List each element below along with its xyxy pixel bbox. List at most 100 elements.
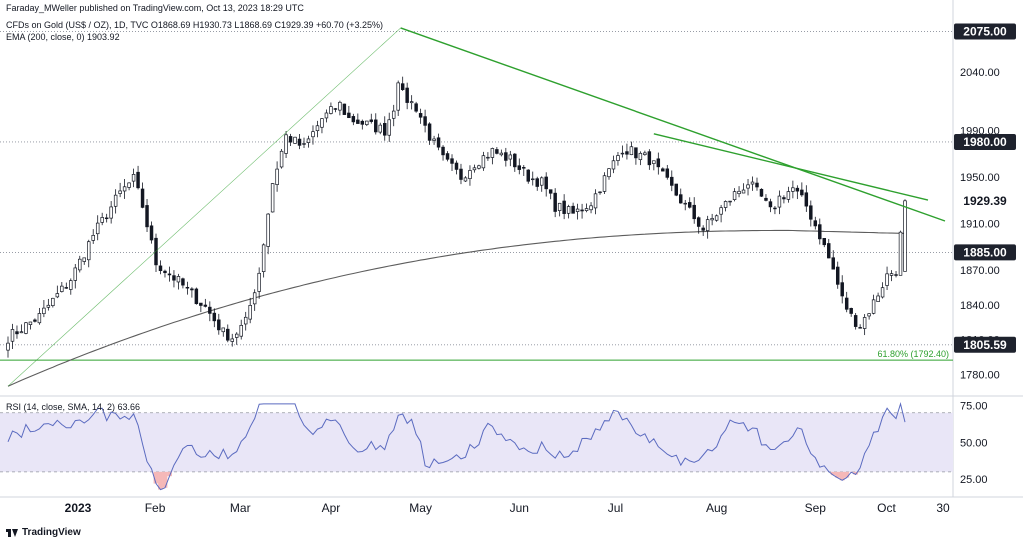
candle[interactable] (145, 198, 149, 232)
candle[interactable] (275, 161, 279, 192)
candle[interactable] (531, 171, 535, 186)
candle[interactable] (665, 164, 670, 180)
candle[interactable] (163, 269, 167, 278)
candle[interactable] (764, 194, 768, 202)
candle[interactable] (414, 101, 418, 113)
price-label[interactable]: 2075.00 (954, 23, 1016, 40)
candle[interactable] (737, 186, 741, 198)
candle[interactable] (710, 213, 714, 226)
ema-legend[interactable]: EMA (200, close, 0) 1903.92 (6, 32, 120, 42)
candle[interactable] (288, 133, 293, 147)
candle[interactable] (454, 160, 459, 175)
candle[interactable] (611, 155, 616, 174)
candle[interactable] (643, 150, 647, 156)
candle[interactable] (270, 183, 275, 213)
candle[interactable] (445, 151, 450, 162)
candle[interactable] (418, 108, 423, 124)
candle[interactable] (535, 176, 539, 191)
candle[interactable] (338, 100, 342, 116)
candle[interactable] (634, 147, 638, 165)
candle[interactable] (809, 200, 813, 227)
candle[interactable] (409, 95, 414, 110)
candle[interactable] (759, 188, 764, 197)
candle[interactable] (347, 105, 351, 119)
candle[interactable] (768, 198, 773, 213)
candle[interactable] (212, 308, 217, 328)
candle[interactable] (661, 167, 665, 172)
candle[interactable] (261, 243, 266, 278)
candle[interactable] (230, 333, 234, 347)
candle[interactable] (468, 165, 472, 186)
candle[interactable] (73, 264, 78, 289)
candle[interactable] (782, 195, 786, 204)
candle[interactable] (208, 301, 212, 322)
candle[interactable] (786, 186, 791, 203)
candle[interactable] (342, 103, 347, 115)
candle[interactable] (391, 104, 396, 127)
candle[interactable] (741, 183, 746, 194)
candle[interactable] (154, 233, 158, 272)
candle[interactable] (593, 189, 598, 215)
candle[interactable] (571, 202, 575, 214)
candle[interactable] (46, 298, 51, 311)
candle[interactable] (235, 332, 239, 345)
candle[interactable] (566, 204, 571, 219)
candle[interactable] (86, 239, 91, 268)
time-axis[interactable]: 2023 Feb Mar Apr May Jun Jul Aug Sep Oct 30 (65, 501, 950, 515)
candle[interactable] (24, 322, 28, 335)
candle[interactable] (732, 188, 737, 202)
candle[interactable] (190, 287, 194, 298)
candle[interactable] (652, 160, 656, 171)
tradingview-brand[interactable]: TradingView (6, 527, 81, 538)
candle[interactable] (813, 216, 818, 230)
candlesticks[interactable] (6, 76, 907, 358)
candle[interactable] (616, 152, 620, 166)
candle[interactable] (252, 289, 257, 311)
candle[interactable] (378, 122, 382, 135)
candle[interactable] (517, 158, 522, 175)
candle[interactable] (620, 145, 625, 158)
candle[interactable] (827, 238, 831, 259)
candle[interactable] (557, 202, 562, 217)
candle[interactable] (889, 270, 894, 282)
candle[interactable] (723, 200, 728, 212)
candle[interactable] (118, 182, 122, 198)
candle[interactable] (122, 178, 127, 199)
candle[interactable] (522, 165, 526, 176)
candle[interactable] (19, 324, 24, 334)
candle[interactable] (795, 185, 800, 200)
candle[interactable] (28, 321, 33, 330)
candle[interactable] (880, 282, 885, 299)
candle[interactable] (239, 319, 243, 340)
candle[interactable] (589, 202, 593, 214)
candle[interactable] (100, 212, 104, 226)
candle[interactable] (867, 313, 871, 320)
candle[interactable] (714, 214, 719, 222)
candle[interactable] (279, 149, 284, 169)
candle[interactable] (463, 176, 468, 182)
candle[interactable] (10, 323, 15, 350)
candle[interactable] (674, 183, 678, 197)
price-label[interactable]: 1805.59 (954, 336, 1016, 353)
candle[interactable] (750, 176, 755, 191)
candle[interactable] (365, 120, 369, 127)
candle[interactable] (450, 154, 454, 172)
candle[interactable] (696, 216, 701, 234)
candle[interactable] (167, 266, 172, 282)
candle[interactable] (513, 153, 517, 172)
candle[interactable] (109, 201, 113, 224)
candle[interactable] (629, 141, 634, 156)
candle[interactable] (499, 149, 504, 157)
candle[interactable] (701, 225, 705, 236)
candle[interactable] (683, 199, 687, 211)
candle[interactable] (459, 163, 463, 185)
resistance-trendline-1[interactable] (400, 27, 946, 222)
candle[interactable] (853, 312, 858, 330)
candle[interactable] (876, 292, 880, 302)
candle[interactable] (607, 168, 611, 180)
candle[interactable] (37, 307, 42, 325)
candle[interactable] (333, 107, 338, 113)
candle[interactable] (320, 118, 324, 134)
symbol-ohlc-legend[interactable]: CFDs on Gold (US$ / OZ), 1D, TVC O1868.6… (6, 20, 384, 30)
